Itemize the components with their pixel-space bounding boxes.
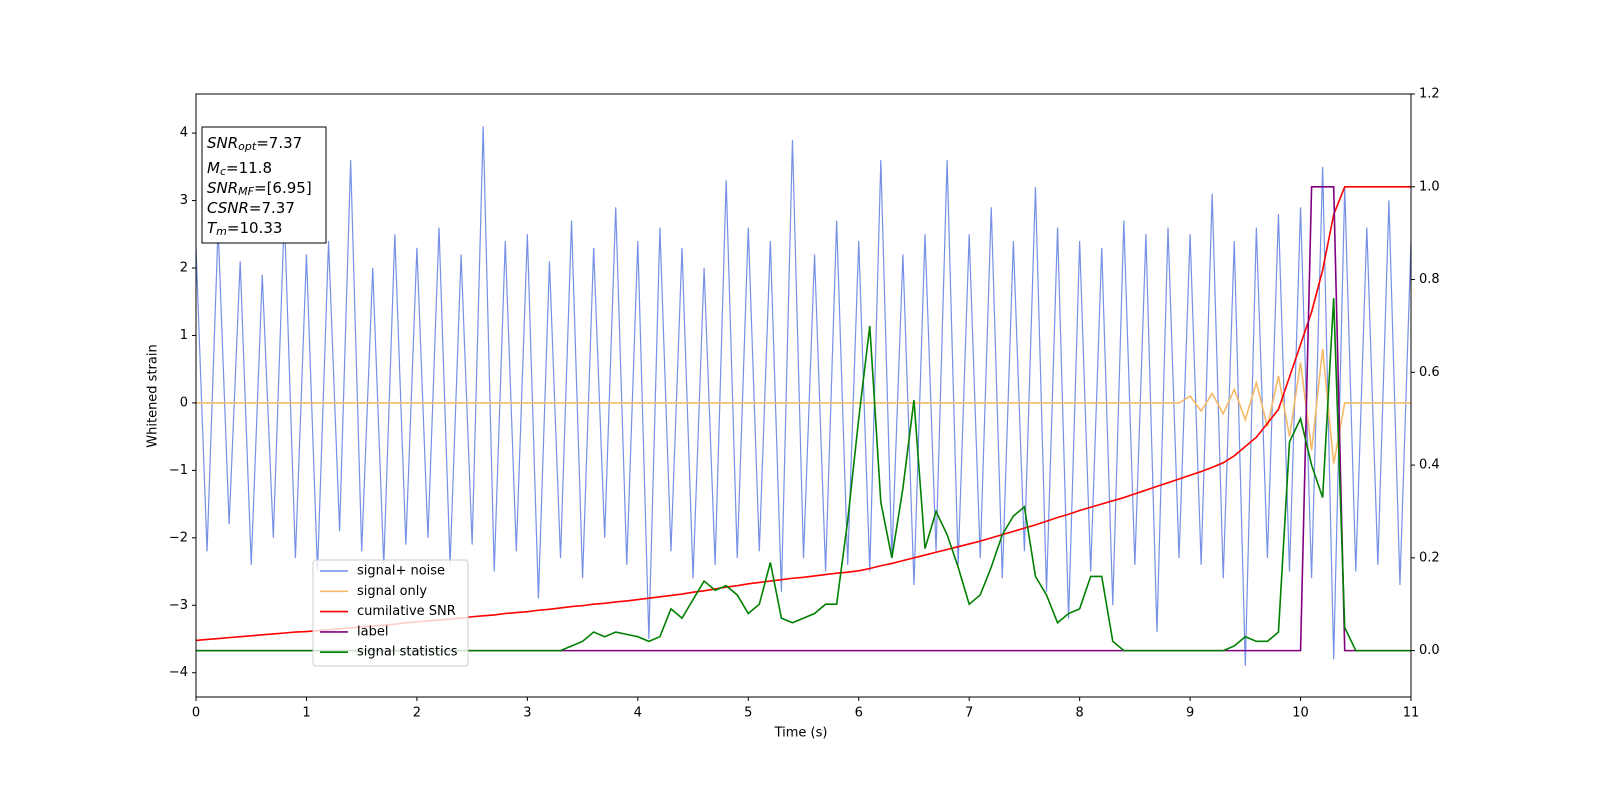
x-tick-label: 1 bbox=[302, 706, 310, 721]
annotation-symbol: CSNR bbox=[207, 199, 249, 217]
legend: signal+ noise signal only cumilative SNR la… bbox=[312, 559, 469, 667]
y2-tick-label: 0.4 bbox=[1419, 458, 1440, 473]
x-tick-label: 2 bbox=[413, 706, 421, 721]
legend-label: signal only bbox=[357, 584, 427, 599]
legend-label: cumilative SNR bbox=[357, 604, 456, 619]
axes-frame bbox=[195, 93, 1412, 698]
legend-label: label bbox=[357, 624, 388, 639]
x-tick-label: 8 bbox=[1075, 706, 1083, 721]
annotation-text: CSNR=7.37 bbox=[207, 199, 295, 217]
x-tick-label: 3 bbox=[523, 706, 531, 721]
annotation-subscript: m bbox=[216, 225, 227, 238]
annotation-symbol: SNR bbox=[207, 134, 238, 152]
legend-label: signal statistics bbox=[357, 645, 458, 660]
y-axis-label: Whitened strain bbox=[146, 344, 161, 447]
y2-tick-label: 0.0 bbox=[1419, 643, 1440, 658]
series-line bbox=[196, 126, 1411, 666]
x-tick-label: 5 bbox=[744, 706, 752, 721]
x-tick-label: 4 bbox=[634, 706, 642, 721]
y2-tick-label: 0.6 bbox=[1419, 365, 1440, 380]
annotation-value: =7.37 bbox=[249, 199, 295, 217]
x-tick-label: 7 bbox=[965, 706, 973, 721]
annotation-text: Mc=11.8 bbox=[207, 159, 272, 179]
annotation-symbol: SNR bbox=[207, 179, 238, 197]
annotation-subscript: c bbox=[220, 165, 226, 178]
y-tick-label: −1 bbox=[169, 463, 188, 478]
y-tick-label: 2 bbox=[180, 261, 188, 276]
y-tick-label: 0 bbox=[180, 395, 188, 410]
x-tick-label: 9 bbox=[1186, 706, 1194, 721]
x-tick-label: 11 bbox=[1403, 706, 1420, 721]
y-tick-label: 4 bbox=[180, 126, 188, 141]
x-tick-label: 6 bbox=[855, 706, 863, 721]
annotation-value: =10.33 bbox=[227, 219, 283, 237]
annotation-subscript: MF bbox=[238, 185, 254, 198]
y-tick-label: −2 bbox=[169, 530, 188, 545]
annotation-text: SNRopt=7.37 bbox=[207, 134, 302, 154]
annotation-symbol: M bbox=[207, 159, 220, 177]
annotation-text: SNRMF=[6.95] bbox=[207, 179, 312, 199]
annotation-value: =[6.95] bbox=[254, 179, 312, 197]
y-tick-label: −4 bbox=[169, 665, 188, 680]
y2-tick-label: 0.8 bbox=[1419, 272, 1440, 287]
y2-tick-label: 1.0 bbox=[1419, 179, 1440, 194]
x-tick-label: 10 bbox=[1292, 706, 1309, 721]
y-tick-label: 3 bbox=[180, 193, 188, 208]
x-tick-label: 0 bbox=[192, 706, 200, 721]
y-tick-label: −3 bbox=[169, 598, 188, 613]
x-axis-label: Time (s) bbox=[774, 726, 828, 741]
annotation-value: =11.8 bbox=[226, 159, 272, 177]
y2-tick-label: 0.2 bbox=[1419, 550, 1440, 565]
y-tick-label: 1 bbox=[180, 328, 188, 343]
y2-tick-label: 1.2 bbox=[1419, 87, 1440, 102]
annotation-symbol: T bbox=[207, 219, 218, 237]
annotation-frame bbox=[201, 126, 327, 244]
annotation-box: SNRopt=7.37Mc=11.8SNRMF=[6.95]CSNR=7.37T… bbox=[201, 126, 327, 244]
legend-frame bbox=[312, 559, 469, 667]
annotation-value: =7.37 bbox=[256, 134, 302, 152]
annotation-subscript: opt bbox=[238, 140, 257, 153]
legend-label: signal+ noise bbox=[357, 564, 445, 579]
annotation-text: Tm=10.33 bbox=[207, 219, 282, 239]
series-line bbox=[196, 348, 1411, 464]
